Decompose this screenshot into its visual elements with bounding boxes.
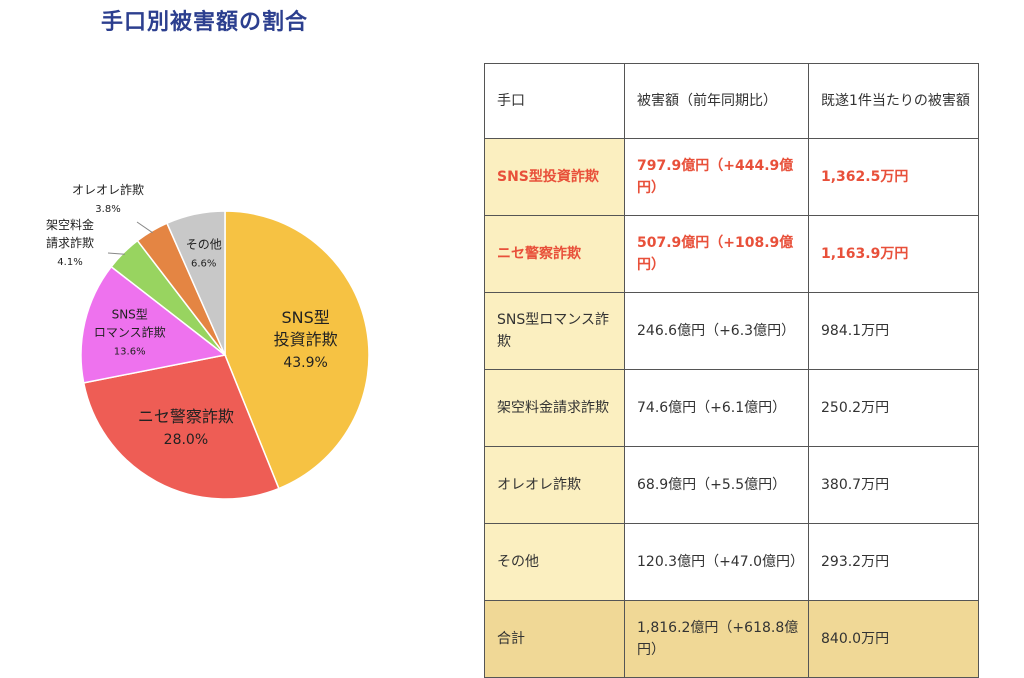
table-cell: 1,816.2億円（+618.8億円） (624, 600, 809, 678)
table-cell: 架空料金請求詐欺 (484, 369, 625, 447)
leader-line (107, 252, 125, 255)
table-row: オレオレ詐欺 68.9億円（+5.5億円） 380.7万円 (484, 446, 979, 524)
table-cell: オレオレ詐欺 (484, 446, 625, 524)
table-row: その他 120.3億円（+47.0億円） 293.2万円 (484, 523, 979, 601)
table-cell: 被害額（前年同期比） (624, 63, 809, 139)
table-cell: 1,163.9万円 (808, 215, 979, 293)
table-cell: 246.6億円（+6.3億円） (624, 292, 809, 370)
table-row: 架空料金請求詐欺 74.6億円（+6.1億円） 250.2万円 (484, 369, 979, 447)
table-cell: SNS型投資詐欺 (484, 138, 625, 216)
table-cell: 手口 (484, 63, 625, 139)
table-cell: 797.9億円（+444.9億円） (624, 138, 809, 216)
table-cell: 293.2万円 (808, 523, 979, 601)
slice-label: その他 6.6% (186, 238, 222, 270)
table-cell: 1,362.5万円 (808, 138, 979, 216)
table-cell: 507.9億円（+108.9億円） (624, 215, 809, 293)
table-cell: 74.6億円（+6.1億円） (624, 369, 809, 447)
table-cell: 68.9億円（+5.5億円） (624, 446, 809, 524)
slice-label: SNS型ロマンス詐欺 13.6% (94, 308, 166, 358)
page-title: 手口別被害額の割合 (101, 10, 309, 35)
table-cell: 380.7万円 (808, 446, 979, 524)
table-cell: 984.1万円 (808, 292, 979, 370)
table-cell: SNS型ロマンス詐欺 (484, 292, 625, 370)
slice-label: ニセ警察詐欺 28.0% (138, 407, 234, 448)
slice-label: 架空料金請求詐欺 4.1% (46, 217, 94, 268)
data-table: 手口 被害額（前年同期比） 既遂1件当たりの被害額 SNS型投資詐欺 797.9億円（+… (484, 63, 979, 678)
pie-slice (224, 210, 370, 490)
pie-slice (165, 210, 226, 356)
table-header-row: 手口 被害額（前年同期比） 既遂1件当たりの被害額 (484, 63, 979, 139)
table-cell: 250.2万円 (808, 369, 979, 447)
table-row: SNS型投資詐欺 797.9億円（+444.9億円） 1,362.5万円 (484, 138, 979, 216)
pie-chart: SNS型投資詐欺 43.9% ニセ警察詐欺 28.0% SNS型ロマンス詐欺 13.6%架… (46, 182, 370, 500)
table-cell: 840.0万円 (808, 600, 979, 678)
slice-label: オレオレ詐欺 3.8% (72, 182, 144, 215)
table-cell: 合計 (484, 600, 625, 678)
table-cell: その他 (484, 523, 625, 601)
table-cell: ニセ警察詐欺 (484, 215, 625, 293)
pie-slice (82, 354, 280, 500)
pie-slice (80, 265, 227, 384)
table-row: SNS型ロマンス詐欺 246.6億円（+6.3億円） 984.1万円 (484, 292, 979, 370)
table-row: ニセ警察詐欺 507.9億円（+108.9億円） 1,163.9万円 (484, 215, 979, 293)
leader-line (136, 221, 153, 234)
slice-label: SNS型投資詐欺 43.9% (274, 308, 338, 371)
table-cell: 既遂1件当たりの被害額 (808, 63, 979, 139)
table-cell: 120.3億円（+47.0億円） (624, 523, 809, 601)
table-total-row: 合計 1,816.2億円（+618.8億円） 840.0万円 (484, 600, 979, 678)
